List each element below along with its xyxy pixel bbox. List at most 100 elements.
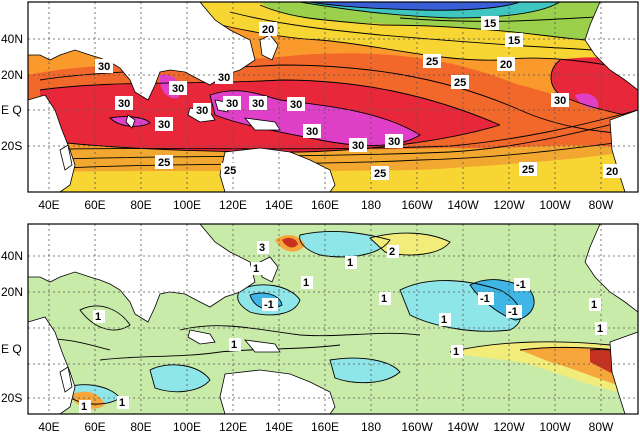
- contour-label: 2: [387, 245, 399, 258]
- new-guinea-island: [244, 339, 281, 353]
- lon-label: 120W: [493, 198, 525, 212]
- contour-label: 30: [115, 96, 133, 110]
- contour-label: 1: [301, 276, 313, 289]
- svg-text:1: 1: [441, 314, 447, 326]
- contour-label: 1: [379, 292, 391, 305]
- lon-label: 120W: [493, 420, 525, 434]
- lon-label: 160W: [401, 420, 433, 434]
- contour-label: 30: [155, 117, 173, 131]
- svg-text:25: 25: [522, 164, 534, 176]
- svg-text:1: 1: [453, 346, 459, 358]
- anomaly-x-axis: 40E 60E 80E 100E 120E 140E 160E 180 160W…: [38, 420, 614, 434]
- anomaly-contours: [28, 230, 638, 405]
- svg-text:1: 1: [597, 323, 603, 335]
- contour-label: 1: [117, 396, 129, 409]
- warm-band-north: [40, 60, 638, 135]
- cyan-patch: [330, 358, 400, 383]
- cyan-patch: [150, 364, 210, 392]
- sst-anomaly-frame: [27, 223, 639, 415]
- mean-y-axis: 40N 20N E Q 20S: [1, 32, 23, 153]
- contour-label: -1: [514, 278, 530, 291]
- svg-text:20: 20: [606, 166, 618, 178]
- anomaly-contour-labels: 3 1 1 1 2 -1 1 1 -1 -1 1 -1 1 1 1 1 1 1: [79, 241, 607, 413]
- australia-landmass: [219, 369, 336, 414]
- lon-label: 80E: [130, 198, 151, 212]
- lon-label: 180: [361, 198, 381, 212]
- north-blue: [310, 2, 520, 11]
- lon-label: 160W: [401, 198, 433, 212]
- svg-text:1: 1: [253, 263, 259, 275]
- madagascar-island: [59, 144, 73, 171]
- contour-label: 30: [303, 124, 321, 138]
- lat-label: 20N: [1, 68, 23, 82]
- svg-text:25: 25: [426, 56, 438, 68]
- svg-text:1: 1: [591, 299, 597, 311]
- lat-label: 40N: [1, 249, 23, 263]
- lat-label: 20S: [1, 139, 22, 153]
- contour-label: 30: [169, 81, 187, 95]
- svg-text:1: 1: [303, 277, 309, 289]
- north-green: [260, 2, 638, 45]
- lon-label: 120E: [219, 420, 247, 434]
- svg-text:30: 30: [306, 126, 318, 138]
- contour-label: 25: [423, 54, 441, 68]
- lon-label: 80W: [589, 420, 614, 434]
- svg-text:1: 1: [347, 257, 353, 269]
- contour-label: 30: [215, 70, 233, 84]
- contour-label: -1: [262, 298, 278, 311]
- lon-label: 140W: [447, 420, 479, 434]
- lon-label: 40E: [38, 198, 59, 212]
- borneo-island: [187, 329, 216, 345]
- red-japan: [282, 237, 298, 248]
- mean-x-axis: 40E 60E 80E 100E 120E 140E 160E 180 160W…: [38, 198, 614, 212]
- lon-label: 180: [361, 420, 381, 434]
- svg-text:25: 25: [374, 168, 386, 180]
- svg-text:30: 30: [554, 95, 566, 107]
- cyan-patch: [299, 231, 390, 257]
- svg-text:30: 30: [290, 99, 302, 111]
- contour-label: 30: [287, 97, 305, 111]
- svg-text:30: 30: [226, 98, 238, 110]
- contour-label: 15: [481, 16, 499, 30]
- africa-landmass: [28, 316, 76, 414]
- contour-label: 1: [251, 262, 263, 275]
- svg-text:-1: -1: [516, 279, 526, 291]
- sst-anomaly-panel: [28, 224, 638, 414]
- contour-label: 1: [229, 338, 241, 351]
- lon-label: 80W: [589, 198, 614, 212]
- lon-label: 100E: [173, 420, 201, 434]
- lon-label: 60E: [84, 198, 105, 212]
- australia-landmass: [219, 147, 336, 192]
- contour-label: 1: [589, 298, 601, 311]
- svg-text:1: 1: [381, 293, 387, 305]
- contour-label: 30: [349, 138, 367, 152]
- lon-label: 40E: [38, 420, 59, 434]
- svg-text:25: 25: [454, 77, 466, 89]
- svg-text:30: 30: [218, 72, 230, 84]
- svg-text:1: 1: [119, 397, 125, 409]
- contour-label: 1: [79, 400, 91, 413]
- contour-label: 30: [249, 96, 267, 110]
- grid-bottom: [28, 224, 638, 414]
- svg-text:20: 20: [500, 59, 512, 71]
- contour-label: 25: [371, 166, 389, 180]
- svg-text:25: 25: [158, 157, 170, 169]
- svg-text:-1: -1: [480, 293, 490, 305]
- lon-label: 100W: [539, 420, 571, 434]
- svg-text:30: 30: [118, 98, 130, 110]
- svg-text:25: 25: [224, 165, 236, 177]
- anomaly-y-axis: 40N 20N E Q 20S: [1, 249, 23, 405]
- lon-label: 140E: [265, 420, 293, 434]
- svg-text:1: 1: [81, 401, 87, 413]
- svg-text:15: 15: [508, 35, 520, 47]
- contour-label: 30: [223, 96, 241, 110]
- lon-label: 160E: [311, 420, 339, 434]
- africa-landmass: [28, 94, 76, 192]
- asia-landmass: [28, 2, 256, 101]
- contour-label: -1: [506, 305, 522, 318]
- lon-label: 100E: [173, 198, 201, 212]
- svg-text:30: 30: [196, 105, 208, 117]
- contour-label: 1: [439, 313, 451, 326]
- land-bottom: [28, 224, 638, 414]
- lat-label: 20S: [1, 391, 22, 405]
